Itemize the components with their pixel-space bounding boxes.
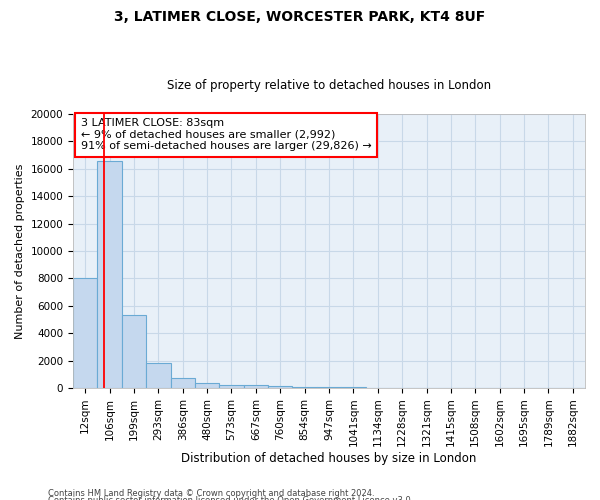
Text: 3 LATIMER CLOSE: 83sqm
← 9% of detached houses are smaller (2,992)
91% of semi-d: 3 LATIMER CLOSE: 83sqm ← 9% of detached … [81, 118, 371, 152]
Bar [146, 362, 170, 388]
Bar [268, 386, 292, 388]
Y-axis label: Number of detached properties: Number of detached properties [15, 164, 25, 338]
Text: Contains HM Land Registry data © Crown copyright and database right 2024.: Contains HM Land Registry data © Crown c… [48, 488, 374, 498]
Bar [97, 162, 122, 388]
Text: 3, LATIMER CLOSE, WORCESTER PARK, KT4 8UF: 3, LATIMER CLOSE, WORCESTER PARK, KT4 8U… [115, 10, 485, 24]
Text: Contains public sector information licensed under the Open Government Licence v3: Contains public sector information licen… [48, 496, 413, 500]
Bar [317, 387, 341, 388]
Bar [73, 278, 97, 388]
Bar [170, 378, 195, 388]
Bar [292, 386, 317, 388]
Bar [244, 385, 268, 388]
Bar [220, 385, 244, 388]
Bar [195, 384, 220, 388]
X-axis label: Distribution of detached houses by size in London: Distribution of detached houses by size … [181, 452, 477, 465]
Title: Size of property relative to detached houses in London: Size of property relative to detached ho… [167, 79, 491, 92]
Bar [122, 316, 146, 388]
